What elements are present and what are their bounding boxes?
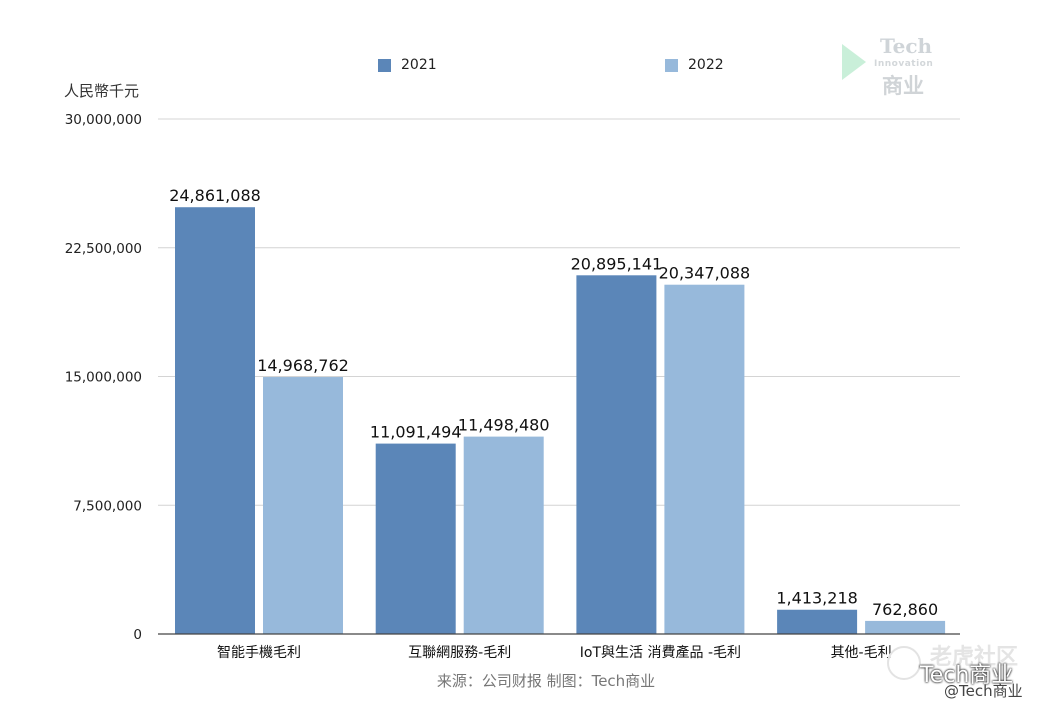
source-note: 来源：公司财报 制图：Tech商业 [436, 672, 656, 690]
data-label-2021-3: 1,413,218 [776, 589, 857, 608]
bar-2022-1 [463, 436, 544, 634]
watermark-brand: Tech商业 [920, 663, 1014, 688]
watermark-handle: @Tech商业 [944, 682, 1023, 700]
tech-logo: Tech Innovation 商业 [840, 34, 950, 98]
bar-2022-0 [263, 377, 343, 634]
y-tick-label: 30,000,000 [65, 112, 142, 128]
y-tick-label: 22,500,000 [65, 241, 142, 257]
logo-tech-text: Tech [880, 34, 933, 58]
data-label-2022-0: 14,968,762 [257, 356, 349, 375]
legend-swatch-2021 [378, 58, 391, 72]
data-label-2022-3: 762,860 [872, 600, 938, 619]
x-tick-label: 互聯網服務-毛利 [408, 645, 511, 661]
legend-label-2022: 2022 [688, 57, 724, 73]
wechat-icon [887, 646, 921, 680]
y-tick-label: 7,500,000 [73, 498, 142, 514]
bar-2022-2 [664, 284, 745, 634]
legend-label-2021: 2021 [401, 57, 437, 73]
logo-chinese-text: 商业 [882, 74, 924, 98]
data-labels: 24,861,088 14,968,762 11,091,49411,498,480… [169, 186, 938, 619]
x-tick-label: IoT與生活 消費產品 -毛利 [580, 644, 741, 661]
x-axis-ticks: 智能手機毛利 互聯網服務-毛利 IoT與生活 消費產品 -毛利 其他-毛利 [217, 644, 892, 661]
bar-2021-0 [175, 207, 255, 634]
logo-innovation-text: Innovation [874, 59, 934, 69]
legend-item-2022: 2022 [665, 56, 724, 74]
data-label-2022-1: 11,498,480 [458, 416, 550, 435]
watermark-site: 老虎社区 [930, 645, 1019, 670]
gridlines [158, 118, 960, 506]
logo-arrow-icon [842, 44, 866, 80]
data-label-2021-2: 20,895,141 [571, 254, 663, 273]
x-tick-label: 智能手機毛利 [217, 645, 301, 661]
y-axis-ticks: 0 7,500,000 15,000,000 22,500,000 30,000,000 [65, 112, 142, 643]
legend-swatch-2022 [665, 58, 678, 72]
data-label-2021-1: 11,091,494 [370, 423, 462, 442]
bar-2021-3 [777, 609, 858, 634]
y-axis-unit-label: 人民幣千元 [64, 82, 140, 100]
bar-2022-3 [865, 620, 946, 634]
bar-2021-1 [375, 443, 456, 634]
data-label-2021-0: 24,861,088 [169, 186, 261, 205]
bar-2021-2 [576, 275, 657, 634]
data-label-2022-2: 20,347,088 [659, 264, 751, 283]
x-tick-label: 其他-毛利 [831, 645, 892, 661]
bars [175, 207, 946, 634]
legend-item-2021: 2021 [378, 56, 437, 74]
y-tick-label: 0 [133, 627, 142, 643]
y-tick-label: 15,000,000 [65, 370, 142, 386]
